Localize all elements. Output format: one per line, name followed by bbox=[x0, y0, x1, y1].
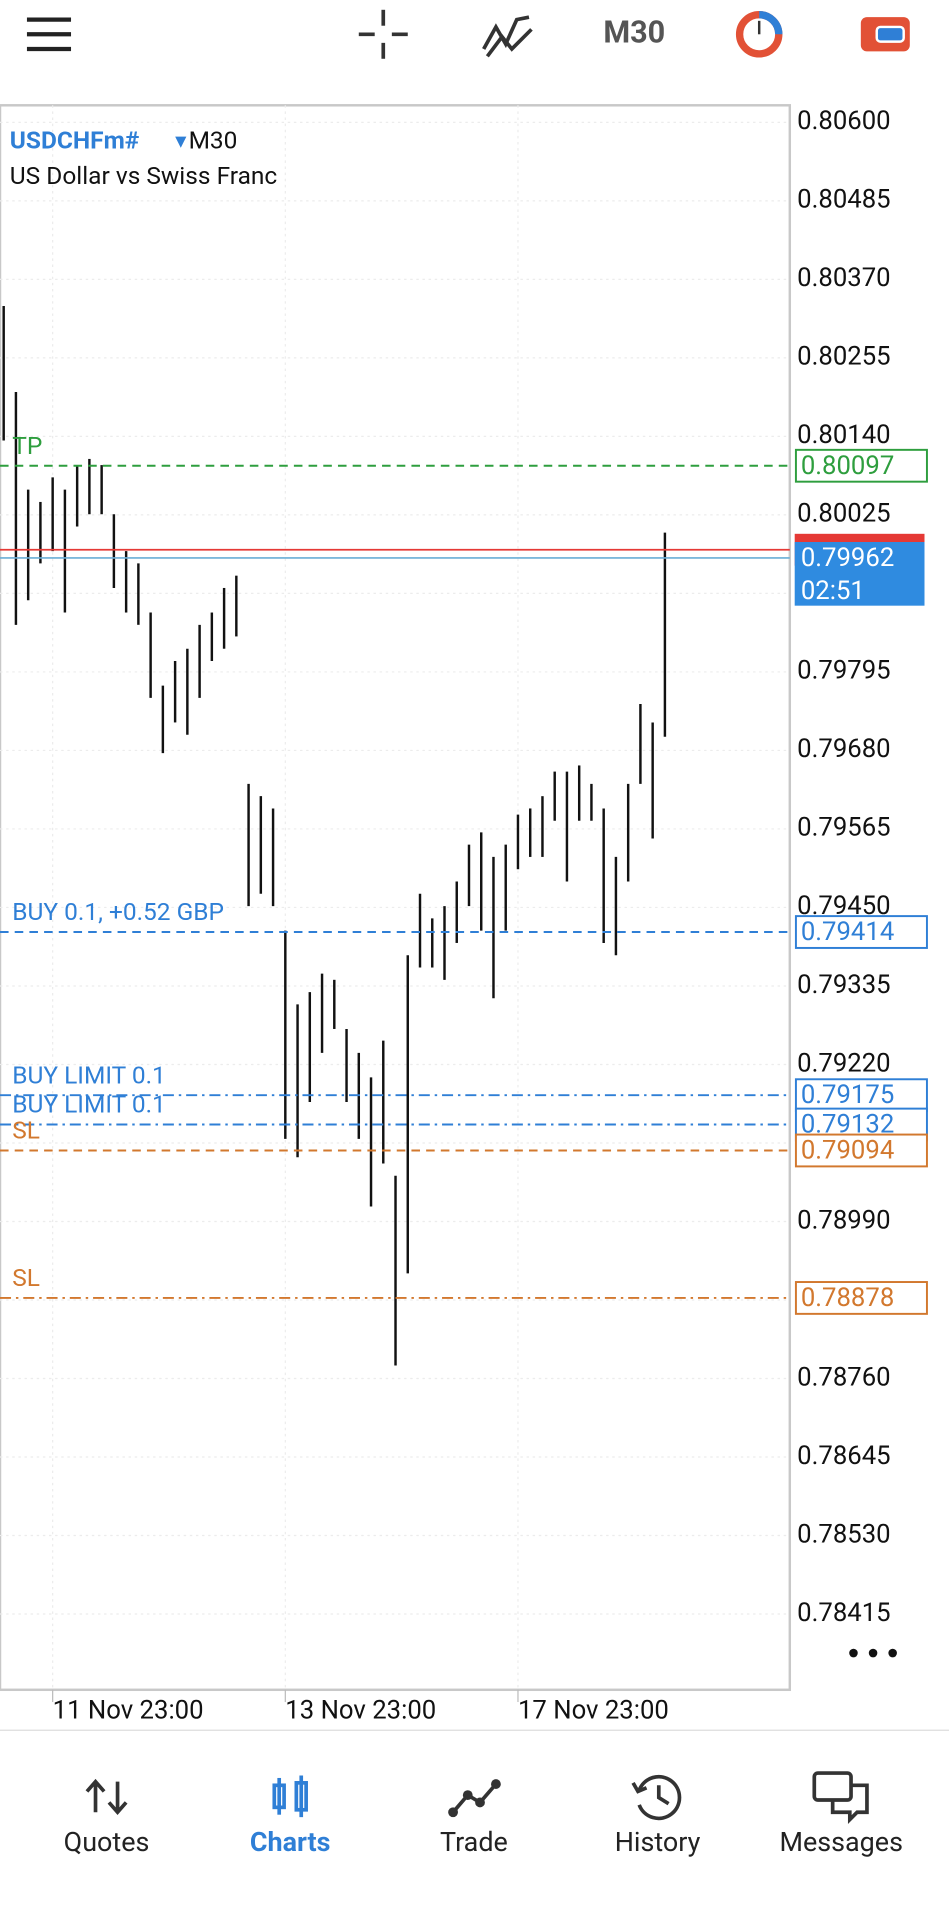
bar-timer: 02:51 bbox=[801, 576, 865, 606]
plot-frame bbox=[0, 104, 792, 1692]
y-tick-label: 0.79565 bbox=[797, 813, 890, 843]
y-tick-label: 0.78990 bbox=[797, 1205, 890, 1235]
price-box-label: 0.79094 bbox=[801, 1136, 894, 1166]
price-box bbox=[794, 1281, 928, 1315]
x-tick-label: 17 Nov 23:00 bbox=[518, 1696, 669, 1726]
chart-timeframe: M30 bbox=[189, 126, 238, 155]
indicators-button[interactable] bbox=[482, 15, 533, 58]
order-label: TP bbox=[12, 431, 42, 460]
y-tick-label: 0.78645 bbox=[797, 1441, 890, 1471]
y-tick-label: 0.78760 bbox=[797, 1362, 890, 1392]
y-tick-label: 0.79795 bbox=[797, 656, 890, 686]
order-label: SL bbox=[12, 1263, 40, 1292]
y-tick-label: 0.78415 bbox=[797, 1598, 890, 1628]
price-box-label: 0.79175 bbox=[801, 1080, 894, 1110]
charts-icon bbox=[272, 1775, 308, 1818]
symbol-description: US Dollar vs Swiss Franc bbox=[10, 161, 277, 190]
bid-box bbox=[794, 542, 925, 606]
bottom-nav: Quotes Charts Trade History Messages bbox=[64, 1771, 903, 1858]
plot bbox=[0, 105, 790, 1690]
nav-label[interactable]: Charts bbox=[250, 1826, 331, 1858]
order-label: BUY 0.1, +0.52 GBP bbox=[12, 897, 224, 926]
quotes-icon bbox=[85, 1778, 128, 1816]
y-tick-label: 0.79680 bbox=[797, 734, 890, 764]
order-label: SL bbox=[12, 1116, 40, 1145]
y-tick-label: 0.79335 bbox=[797, 970, 890, 1000]
toolbar: M30 bbox=[26, 9, 910, 59]
timeframe-button[interactable]: M30 bbox=[603, 15, 665, 50]
price-box-label: 0.79414 bbox=[801, 917, 894, 947]
messages-icon bbox=[812, 1771, 869, 1825]
nav-label[interactable]: Trade bbox=[440, 1826, 508, 1858]
nav-label[interactable]: Quotes bbox=[64, 1826, 150, 1858]
trade-icon bbox=[448, 1779, 501, 1818]
timer-button[interactable] bbox=[735, 11, 783, 58]
y-tick-label: 0.80140 bbox=[797, 420, 890, 450]
history-icon bbox=[631, 1774, 682, 1821]
y-tick-label: 0.80370 bbox=[797, 263, 890, 293]
more-button[interactable] bbox=[849, 1648, 897, 1658]
menu-button[interactable] bbox=[26, 17, 72, 52]
price-box-label: 0.78878 bbox=[801, 1283, 894, 1313]
x-tick-label: 13 Nov 23:00 bbox=[285, 1696, 436, 1726]
trade-button[interactable] bbox=[860, 17, 910, 52]
bid-price: 0.79962 bbox=[801, 543, 894, 573]
symbol[interactable]: USDCHFm# bbox=[10, 126, 140, 155]
y-tick-label: 0.80485 bbox=[797, 185, 890, 215]
y-tick-label: 0.80600 bbox=[797, 106, 890, 136]
y-tick-label: 0.78530 bbox=[797, 1519, 890, 1549]
y-tick-label: 0.80025 bbox=[797, 499, 890, 529]
price-box-label: 0.80097 bbox=[801, 451, 894, 481]
nav-label[interactable]: Messages bbox=[779, 1826, 903, 1858]
x-tick-label: 11 Nov 23:00 bbox=[53, 1696, 204, 1726]
y-tick-label: 0.79220 bbox=[797, 1048, 890, 1078]
price-box bbox=[794, 915, 928, 949]
order-label: BUY LIMIT 0.1 bbox=[12, 1090, 166, 1119]
symbol-dropdown[interactable]: ▼ bbox=[175, 132, 187, 150]
nav-label[interactable]: History bbox=[615, 1826, 701, 1858]
crosshair-button[interactable] bbox=[358, 9, 408, 59]
price-box bbox=[794, 448, 928, 483]
price-box bbox=[794, 1133, 928, 1168]
order-label: BUY LIMIT 0.1 bbox=[12, 1060, 166, 1089]
y-tick-label: 0.80255 bbox=[797, 342, 890, 372]
